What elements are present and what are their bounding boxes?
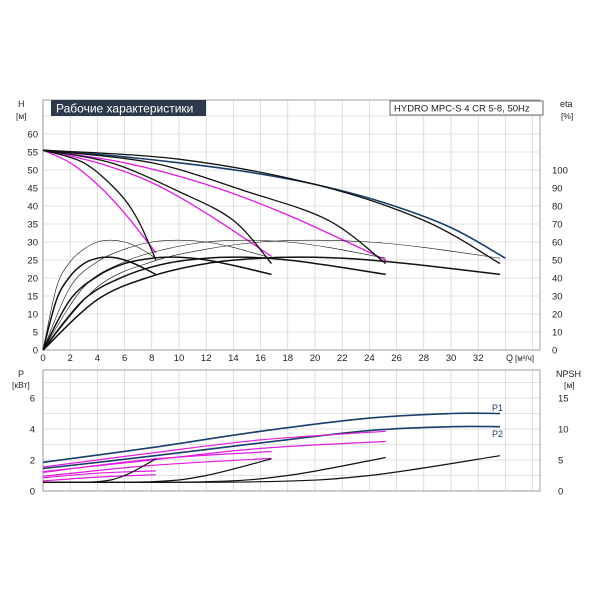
p-tick-label: 4: [30, 425, 35, 436]
q-tick-label: 18: [283, 353, 294, 364]
npsh-curve: [42, 455, 501, 483]
h-tick-label: 45: [27, 184, 38, 195]
head-curve: [42, 149, 272, 257]
q-tick-label: 14: [228, 353, 239, 364]
efficiency-curve: [42, 239, 272, 351]
q-tick-label: 32: [473, 353, 484, 364]
eta-tick-label: 0: [552, 346, 557, 357]
power-p1-curve: [42, 412, 501, 464]
h-tick-label: 10: [27, 310, 38, 321]
h-tick-label: 30: [27, 238, 38, 249]
h-tick-label: 0: [33, 346, 38, 357]
npsh-axis-unit: [м]: [564, 380, 575, 390]
q-tick-label: 30: [446, 353, 457, 364]
q-axis-unit: [м³/ч]: [515, 354, 534, 363]
h-tick-label: 15: [27, 292, 38, 303]
p-tick-label: 2: [30, 456, 35, 467]
q-tick-label: 8: [149, 353, 154, 364]
h-axis-label: H: [18, 99, 25, 109]
power-p2-curve: [42, 425, 501, 470]
q-tick-label: 28: [419, 353, 430, 364]
bottom-chart-grid: [42, 369, 541, 492]
efficiency-curve: [42, 256, 157, 351]
q-tick-label: 0: [40, 353, 45, 364]
p-axis-label: P: [18, 369, 24, 379]
q-tick-label: 24: [364, 353, 375, 364]
head-curve: [42, 149, 386, 261]
head-curve: [42, 149, 157, 254]
q-tick-label: 4: [95, 353, 100, 364]
head-curve: [42, 149, 387, 265]
p-tick-label: 0: [30, 487, 35, 498]
npsh-tick-label: 15: [558, 394, 569, 405]
q-tick-label: 10: [174, 353, 185, 364]
power-p2-curve: [42, 474, 156, 482]
head-curve: [42, 149, 506, 259]
h-tick-label: 55: [27, 148, 38, 159]
h-tick-label: 40: [27, 202, 38, 213]
eta-tick-label: 40: [552, 274, 563, 285]
q-tick-label: 12: [201, 353, 212, 364]
chart-title: Рабочие характеристики: [56, 102, 193, 116]
efficiency-curve: [42, 239, 501, 351]
top-plot-frame: [42, 99, 541, 351]
h-tick-label: 50: [27, 166, 38, 177]
top-chart-grid: [42, 99, 541, 351]
power-p1-curve: [42, 430, 386, 468]
h-tick-label: 35: [27, 220, 38, 231]
q-tick-label: 22: [337, 353, 348, 364]
eta-tick-label: 50: [552, 256, 563, 267]
eta-tick-label: 30: [552, 292, 563, 303]
q-axis-label: Q: [506, 353, 513, 363]
h-tick-label: 20: [27, 274, 38, 285]
power-p1-curve: [42, 470, 156, 479]
tick-labels: 0510152025303540455055600102030405060708…: [27, 130, 568, 498]
efficiency-curve: [42, 256, 386, 351]
npsh-tick-label: 10: [558, 425, 569, 436]
p-axis-unit: [кВт]: [12, 380, 30, 390]
model-label: HYDRO MPC-S 4 CR 5-8, 50Hz: [394, 104, 530, 115]
eta-tick-label: 60: [552, 238, 563, 249]
head-curve: [42, 149, 501, 265]
efficiency-curve: [42, 239, 386, 351]
head-curve: [42, 149, 157, 261]
p-tick-label: 6: [30, 394, 35, 405]
head-curve: [42, 149, 272, 265]
eta-tick-label: 10: [552, 328, 563, 339]
npsh-axis-label: NPSH: [556, 369, 581, 379]
bottom-plot-frame: [42, 369, 541, 492]
power-p1-curve: [42, 450, 272, 473]
chart-curves: [42, 149, 506, 483]
eta-tick-label: 80: [552, 202, 563, 213]
eta-tick-label: 90: [552, 184, 563, 195]
npsh-tick-label: 5: [558, 456, 563, 467]
h-tick-label: 5: [33, 328, 38, 339]
q-tick-label: 26: [391, 353, 402, 364]
efficiency-curve: [42, 256, 501, 351]
eta-axis-unit: [%]: [561, 111, 573, 121]
h-tick-label: 60: [27, 130, 38, 141]
h-tick-label: 25: [27, 256, 38, 267]
p2-curve-label: P2: [492, 429, 503, 439]
q-tick-label: 6: [122, 353, 127, 364]
eta-tick-label: 70: [552, 220, 563, 231]
p1-curve-label: P1: [492, 403, 503, 413]
power-p2-curve: [42, 457, 272, 477]
h-axis-unit: [м]: [16, 111, 27, 121]
efficiency-curve: [42, 256, 272, 351]
q-tick-label: 20: [310, 353, 321, 364]
title-background: [51, 100, 206, 116]
eta-axis-label: eta: [560, 99, 573, 109]
eta-tick-label: 20: [552, 310, 563, 321]
eta-tick-label: 100: [552, 166, 568, 177]
model-box: [389, 100, 544, 116]
q-tick-label: 16: [255, 353, 266, 364]
npsh-tick-label: 0: [558, 487, 563, 498]
q-tick-label: 2: [68, 353, 73, 364]
efficiency-curve: [42, 239, 157, 351]
